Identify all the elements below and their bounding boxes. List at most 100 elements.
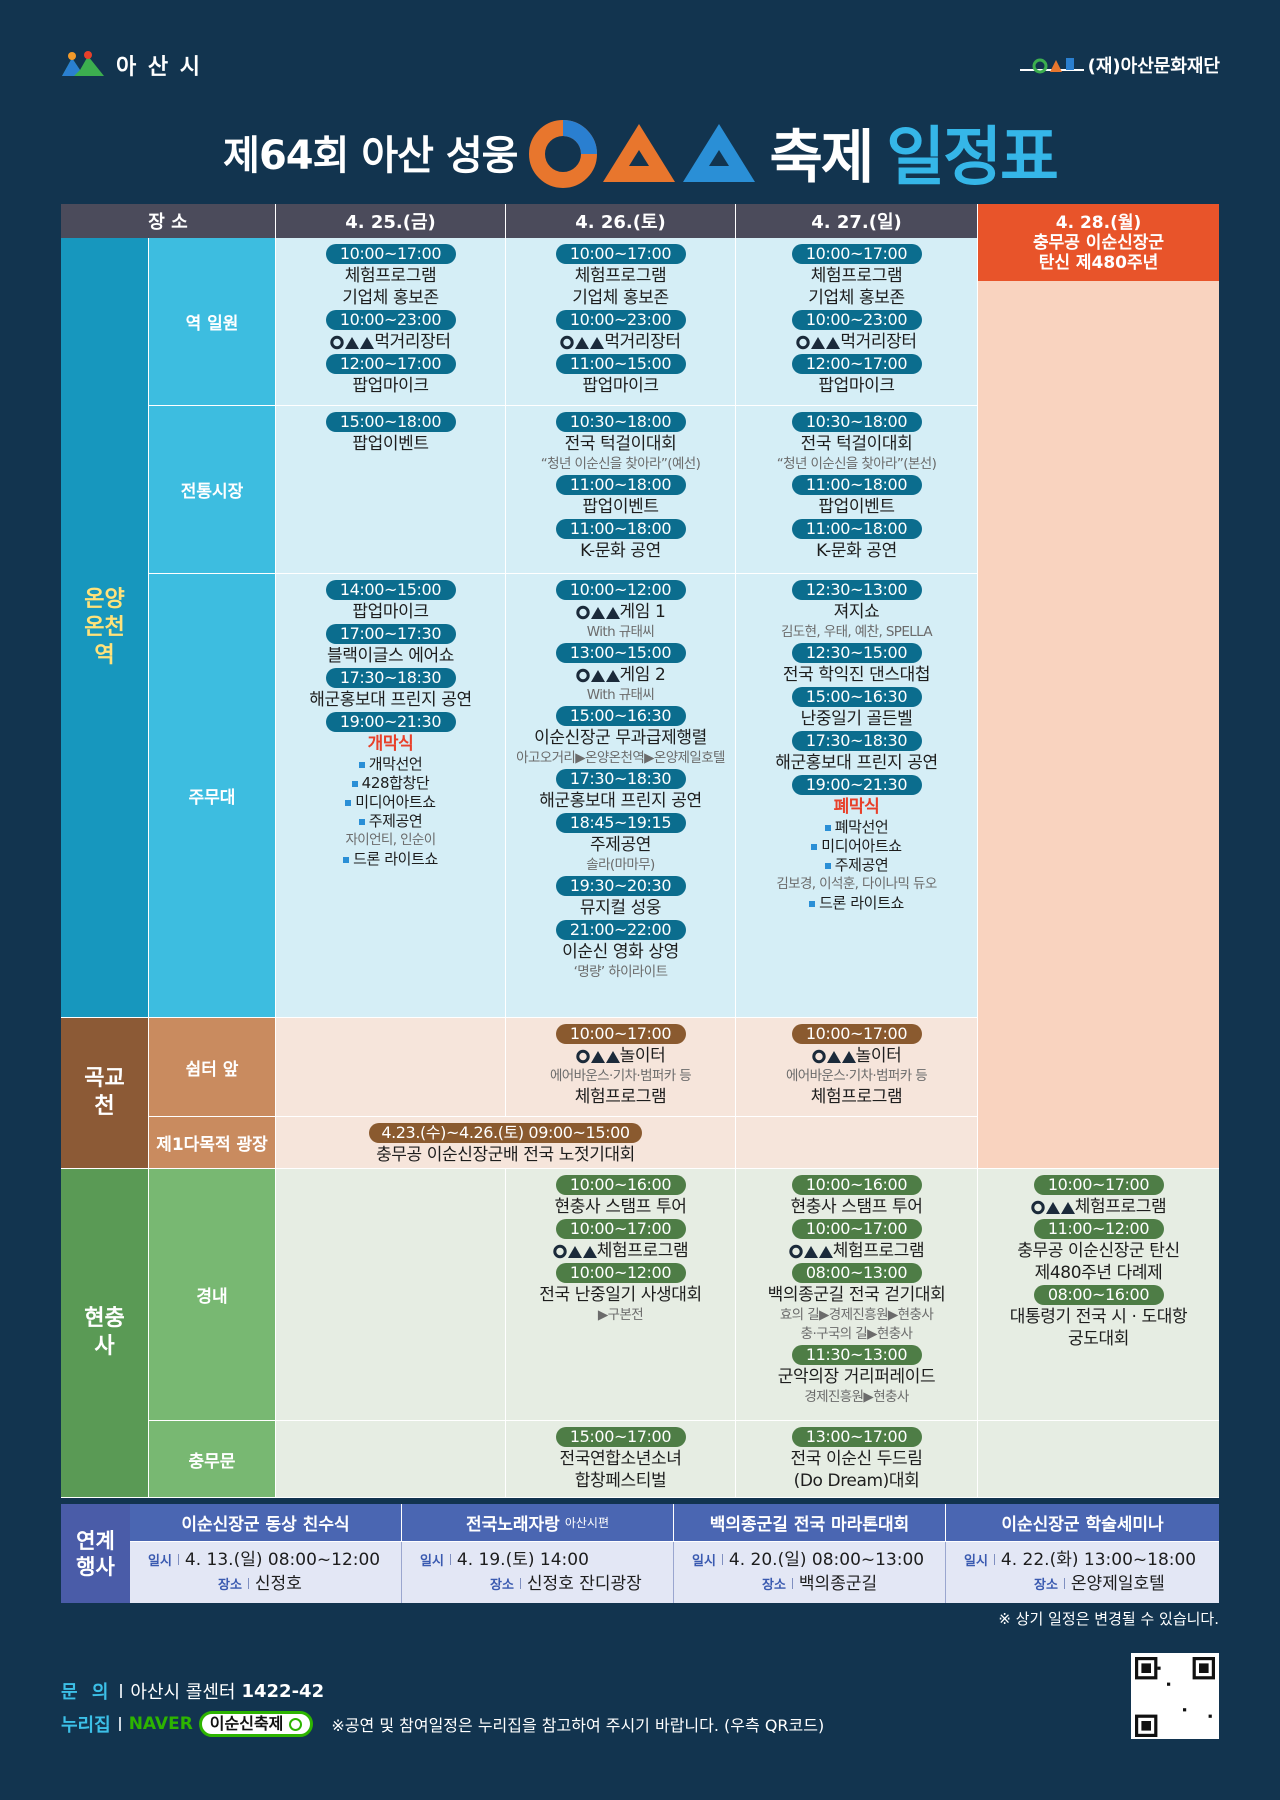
program: 전국 이순신 두드림	[790, 1449, 923, 1469]
row-label: 제1다목적 광장	[149, 1117, 276, 1169]
schedule-cell: 13:00~17:00 전국 이순신 두드림 (Do Dream)대회	[736, 1421, 978, 1498]
program-note: 에어바운스·기차·범퍼카 등	[785, 1068, 928, 1084]
time-badge: 17:30~18:30	[555, 769, 686, 789]
header-special-line: 충무공 이순신장군	[1032, 232, 1165, 253]
program: 체험프로그램	[344, 266, 437, 286]
program: 게임 1	[575, 601, 666, 623]
time-badge: 11:00~15:00	[555, 354, 686, 374]
homepage-label: 누리집	[61, 1715, 111, 1736]
time-badge: 17:30~18:30	[791, 731, 922, 751]
program: 팝업마이크	[582, 376, 659, 396]
time-badge: 17:30~18:30	[325, 668, 456, 688]
contact-text: 아산시 콜센터	[130, 1682, 236, 1703]
schedule-cell: 15:00~18:00 팝업이벤트	[276, 406, 506, 574]
program-name: 놀이터	[619, 1046, 666, 1066]
related-field-value: 4. 20.(일) 08:00~13:00	[728, 1549, 925, 1570]
time-badge: 10:00~12:00	[555, 1263, 686, 1283]
schedule-cell: 10:00~17:00 체험프로그램 11:00~12:00 충무공 이순신장군 탄신…	[978, 1169, 1219, 1421]
search-icon	[289, 1717, 303, 1731]
related-name: 백의종군길 전국 마라톤대회	[709, 1515, 910, 1535]
program: 기업체 홍보존	[342, 288, 439, 308]
schedule-cell	[978, 1421, 1219, 1498]
related-field-value: 신정호 잔디광장	[526, 1573, 642, 1594]
program: 체험프로그램	[810, 266, 903, 286]
festival-mini-logo	[553, 1244, 597, 1259]
related-field-value: 4. 13.(일) 08:00~12:00	[184, 1549, 381, 1570]
program: 합창페스티벌	[574, 1471, 667, 1491]
program-name: 먹거리장터	[840, 332, 917, 352]
time-badge: 19:00~21:30	[791, 775, 922, 795]
program-note: 자이언티, 인순이	[345, 832, 436, 848]
time-badge: 12:30~13:00	[791, 580, 922, 600]
related-field-value: 신정호	[254, 1573, 302, 1594]
header-special-line: 탄신 제480주년	[1038, 252, 1159, 273]
program: 충무공 이순신장군배 전국 노젓기대회	[376, 1145, 635, 1165]
separator	[120, 1684, 123, 1698]
festival-mini-logo	[560, 335, 605, 350]
related-line: 일시 4. 22.(화) 13:00~18:00	[964, 1549, 1219, 1573]
program: 체험프로그램	[553, 1240, 689, 1262]
schedule-cell: 10:00~16:00 현충사 스탬프 투어 10:00~17:00 체험프로그램 10…	[506, 1169, 736, 1421]
program-bullet: 주제공연	[825, 856, 889, 875]
time-badge: 10:00~17:00	[791, 1024, 922, 1044]
program: 놀이터	[811, 1045, 902, 1067]
program: 군악의장 거리퍼레이드	[777, 1367, 936, 1387]
time-badge: 11:00~12:00	[1033, 1219, 1164, 1239]
program: 기업체 홍보존	[808, 288, 905, 308]
program-name: 게임 2	[619, 665, 666, 685]
separator	[449, 1554, 451, 1565]
program: K-문화 공연	[580, 541, 661, 561]
program-highlight: 폐막식	[833, 797, 880, 817]
program: 현충사 스탬프 투어	[554, 1197, 687, 1217]
festival-mini-logo	[575, 605, 620, 620]
program: 현충사 스탬프 투어	[790, 1197, 923, 1217]
program-note: 솔라(마마무)	[586, 857, 655, 873]
program: 전국 학익진 댄스대첩	[782, 665, 931, 685]
program: 먹거리장터	[796, 331, 917, 353]
foundation-logo: (재)아산문화재단	[1019, 50, 1220, 80]
time-badge: 08:00~16:00	[1033, 1285, 1164, 1305]
separator	[1063, 1578, 1065, 1589]
program: 체험프로그램	[810, 1087, 903, 1107]
related-field-label: 일시	[692, 1553, 716, 1569]
schedule-cell: 10:00~17:00 체험프로그램 기업체 홍보존 10:00~23:00 먹거리장터…	[736, 238, 978, 406]
program: 블랙이글스 에어쇼	[327, 646, 454, 666]
time-badge: 10:00~17:00	[555, 1024, 686, 1044]
time-badge: 10:00~17:00	[791, 1219, 922, 1239]
related-field-label: 장소	[762, 1577, 786, 1593]
time-badge: 10:00~16:00	[791, 1175, 922, 1195]
related-line: 일시 4. 13.(일) 08:00~12:00	[148, 1549, 401, 1573]
program-bullet: 428합창단	[352, 774, 430, 793]
time-badge: 08:00~13:00	[791, 1263, 922, 1283]
time-badge: 10:00~16:00	[555, 1175, 686, 1195]
program-name: 게임 1	[619, 602, 666, 622]
separator	[118, 1717, 121, 1731]
schedule-cell: 12:30~13:00 져지쇼 김도현, 우태, 예찬, SPELLA 12:30~1…	[736, 574, 978, 1018]
naver-logo: NAVER	[128, 1714, 193, 1734]
group-label: 온양 온천역	[61, 238, 149, 1018]
separator	[993, 1554, 995, 1565]
program-note: 김보경, 이석훈, 다이나믹 듀오	[776, 876, 937, 892]
program-note: 충·구국의 길▶현충사	[800, 1326, 913, 1342]
time-badge: 18:45~19:15	[555, 813, 686, 833]
time-badge: 11:00~18:00	[791, 519, 922, 539]
time-badge: 15:00~18:00	[325, 412, 456, 432]
title: 제64회 아산 성웅 축제 일정표	[0, 110, 1280, 195]
foundation-name: (재)아산문화재단	[1087, 56, 1220, 77]
related-line: 일시 4. 20.(일) 08:00~13:00	[692, 1549, 945, 1573]
program: 기업체 홍보존	[572, 288, 669, 308]
program-note: With 규태씨	[586, 687, 655, 703]
related-field-label: 장소	[490, 1577, 514, 1593]
program: 제480주년 다례제	[1034, 1263, 1163, 1283]
program-bullet: 주제공연	[359, 812, 423, 831]
program: 백의종군길 전국 걷기대회	[767, 1285, 946, 1305]
separator	[247, 1578, 249, 1589]
program: 체험프로그램	[1031, 1196, 1167, 1218]
program: 충무공 이순신장군 탄신	[1017, 1241, 1180, 1261]
program: 해군홍보대 프린지 공연	[539, 791, 702, 811]
program: 전국 턱걸이대회	[800, 434, 913, 454]
related-field-value: 백의종군길	[798, 1573, 878, 1594]
time-badge: 10:00~17:00	[1033, 1175, 1164, 1195]
time-badge: 11:00~18:00	[555, 475, 686, 495]
